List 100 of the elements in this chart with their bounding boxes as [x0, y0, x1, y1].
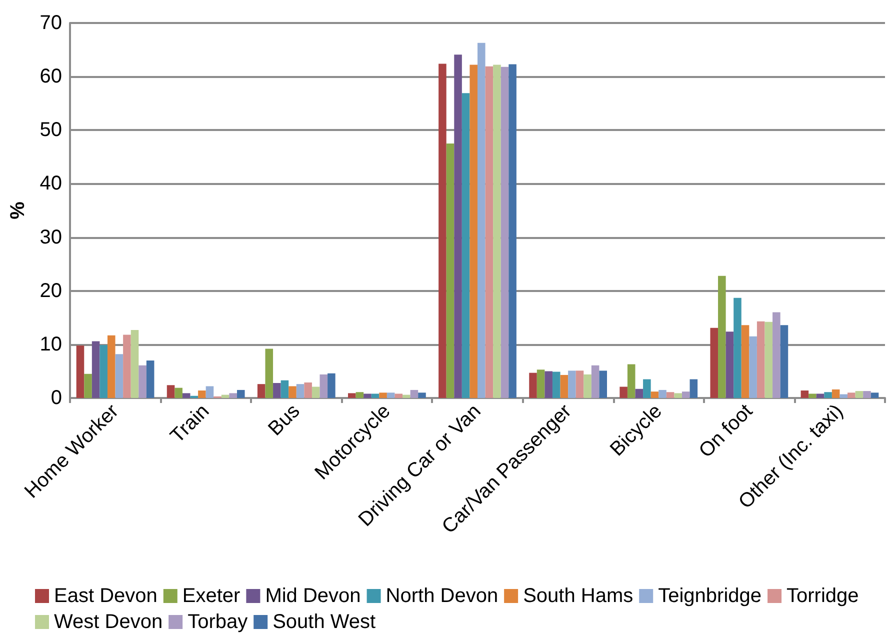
bar [808, 394, 816, 398]
bar [643, 379, 651, 398]
x-tick-label: Train [166, 400, 214, 448]
bar [620, 386, 628, 398]
bar [493, 64, 501, 398]
bar [870, 392, 879, 398]
bar [848, 392, 856, 398]
bar [741, 325, 750, 398]
bar [576, 370, 584, 398]
bar [855, 391, 864, 398]
bar [536, 370, 545, 398]
bar [635, 388, 644, 398]
y-tick-label: 50 [40, 119, 62, 142]
bar [166, 385, 175, 398]
legend-label: Torridge [786, 585, 859, 607]
bar [130, 330, 139, 398]
bar [304, 382, 312, 398]
bar [410, 390, 418, 398]
bar [446, 144, 454, 398]
bar [438, 64, 446, 398]
bar [100, 344, 108, 398]
y-tick-label: 40 [40, 172, 62, 195]
bar [552, 372, 560, 398]
bar [92, 341, 100, 398]
x-tick-label: On foot [695, 400, 758, 462]
bar [840, 394, 848, 398]
bar [500, 66, 509, 398]
bar [584, 374, 592, 398]
bar [529, 372, 537, 398]
bar [107, 335, 116, 398]
bar [666, 392, 674, 398]
bar [749, 336, 757, 398]
bar [462, 93, 470, 398]
y-tick-label: 0 [50, 387, 62, 409]
bar [320, 374, 328, 398]
bar [182, 393, 190, 398]
bar [734, 298, 742, 398]
bar [485, 66, 494, 398]
bar [84, 374, 92, 398]
bar [386, 392, 395, 398]
bar [402, 394, 410, 398]
y-tick-label: 60 [40, 66, 62, 88]
bar [138, 365, 146, 398]
bar [764, 322, 773, 398]
bar [174, 388, 182, 398]
y-tick-label: 10 [40, 333, 62, 356]
bar [221, 394, 230, 398]
x-tick-label: Bus [264, 400, 304, 440]
bar [832, 389, 840, 398]
bar [816, 394, 824, 398]
bar [470, 64, 478, 398]
bar [690, 379, 698, 398]
bar [544, 371, 552, 398]
y-axis-title: % [7, 201, 29, 220]
legend-label: East Devon [54, 585, 158, 607]
legend-label: South Hams [523, 585, 634, 607]
bar [568, 370, 576, 398]
bar [394, 394, 403, 398]
bar [328, 373, 336, 398]
bar [756, 321, 765, 398]
bar [800, 390, 809, 398]
bar [710, 328, 718, 398]
bar [418, 392, 426, 398]
bar [257, 384, 266, 398]
bar [296, 384, 304, 398]
bar [863, 391, 871, 398]
legend-label: Mid Devon [265, 585, 361, 607]
bar [591, 365, 600, 398]
y-tick-label: 70 [40, 12, 62, 34]
legend-label: North Devon [386, 585, 498, 607]
y-tick-label: 20 [40, 280, 62, 302]
bar [348, 393, 356, 398]
legend-label: Torbay [188, 611, 248, 633]
bar [772, 312, 780, 398]
bar [288, 386, 296, 398]
bar [718, 276, 726, 398]
bar [726, 332, 734, 398]
bar [371, 394, 380, 398]
bar [312, 386, 320, 398]
bar [273, 383, 281, 398]
legend-label: Teignbridge [658, 585, 762, 607]
bar [76, 346, 84, 398]
bar [265, 348, 274, 398]
bar [206, 386, 214, 398]
bar [146, 360, 154, 398]
bar [627, 364, 636, 398]
bar [650, 392, 659, 398]
bar [824, 392, 832, 398]
bar [508, 64, 516, 398]
bar [674, 393, 682, 398]
bar [379, 392, 387, 398]
bar [115, 354, 124, 398]
bar [658, 390, 666, 398]
y-tick-label: 30 [40, 226, 62, 248]
bar [599, 370, 607, 398]
bar [364, 394, 372, 398]
bar [478, 42, 486, 398]
legend-label: South West [272, 611, 376, 633]
bar [682, 392, 690, 398]
bar [229, 393, 237, 398]
